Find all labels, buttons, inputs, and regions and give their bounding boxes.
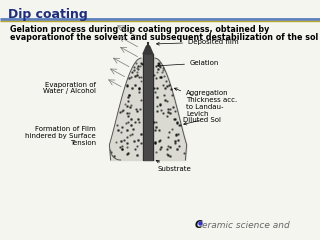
Text: C: C bbox=[195, 220, 203, 230]
Text: Diluted Sol: Diluted Sol bbox=[183, 117, 221, 125]
Text: Dip coating: Dip coating bbox=[8, 8, 88, 21]
Text: Substrate: Substrate bbox=[156, 160, 192, 172]
Text: Formation of Film
hindered by Surface
Tension: Formation of Film hindered by Surface Te… bbox=[25, 126, 96, 146]
Text: Aggregation
Thickness acc.
to Landau-
Levich: Aggregation Thickness acc. to Landau- Le… bbox=[174, 88, 237, 117]
Text: Gelation: Gelation bbox=[157, 60, 220, 67]
Text: Gelation process during dip coating process, obtained by: Gelation process during dip coating proc… bbox=[10, 25, 269, 34]
Text: evaporationof the solvent and subsequent destabilization of the sol: evaporationof the solvent and subsequent… bbox=[10, 33, 318, 42]
Polygon shape bbox=[143, 46, 153, 54]
Text: Deposited film: Deposited film bbox=[156, 39, 239, 45]
Text: Evaporation of
Water / Alcohol: Evaporation of Water / Alcohol bbox=[43, 82, 96, 95]
Text: eramic science and: eramic science and bbox=[202, 221, 290, 230]
